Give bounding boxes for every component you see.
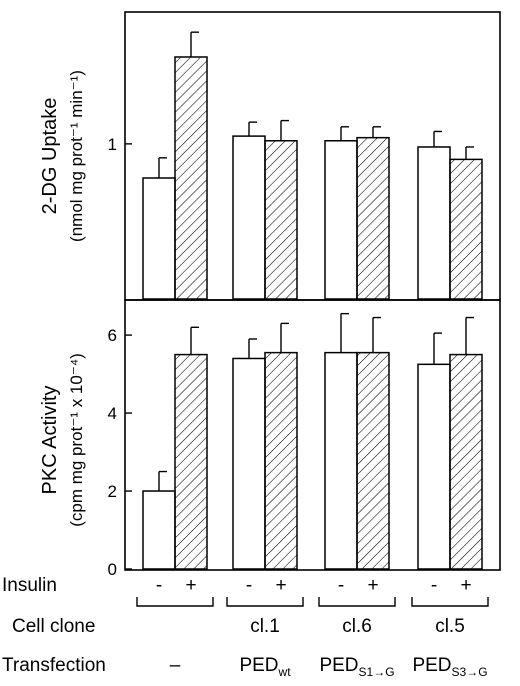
- group-bracket: [226, 597, 304, 607]
- insulin-label: Insulin: [2, 575, 57, 596]
- insulin-minus-sign: -: [156, 575, 162, 596]
- bottom-y-tick-label: 6: [108, 326, 117, 345]
- cell-clone-label: Cell clone: [12, 616, 95, 637]
- transfection-item: PEDS3→G: [412, 655, 487, 679]
- group-bracket: [318, 597, 396, 607]
- bottom-y-ticks: 0 2 4 6: [108, 326, 132, 579]
- insulin-minus-sign: -: [431, 575, 437, 596]
- bottom-bar-insulin-plus: [174, 353, 208, 570]
- top-bar-insulin-plus: [264, 140, 298, 300]
- clone-label: cl.6: [342, 616, 372, 637]
- top-y-label-line2: (nmol mg prot⁻¹ min⁻¹): [67, 70, 86, 242]
- insulin-plus-sign: +: [275, 575, 286, 596]
- bottom-bar-insulin-minus: [232, 357, 266, 570]
- insulin-plus-sign: +: [460, 575, 471, 596]
- top-bar-insulin-minus: [232, 135, 266, 300]
- top-bar-insulin-plus: [449, 158, 483, 300]
- top-bar-insulin-minus: [417, 146, 451, 300]
- transfection-item: PEDwt: [239, 655, 291, 679]
- transfection-main: –: [170, 655, 181, 676]
- transfection-label: Transfection: [2, 655, 106, 676]
- bottom-bar-insulin-plus: [356, 351, 390, 570]
- bottom-y-tick-label: 0: [108, 560, 117, 579]
- bottom-panel-frame: [124, 299, 501, 571]
- clone-labels: cl.1 cl.6 cl.5: [250, 616, 465, 637]
- insulin-minus-sign: -: [246, 575, 252, 596]
- bottom-bar-insulin-minus: [324, 351, 358, 570]
- transfection-sub: S1→G: [359, 665, 395, 679]
- bottom-y-label-line2: (cpm mg prot⁻¹ x 10⁻⁴): [67, 353, 86, 527]
- bottom-bar-insulin-plus: [264, 351, 298, 570]
- bottom-bar-insulin-plus: [449, 353, 483, 570]
- top-bar-insulin-plus: [174, 56, 208, 300]
- clone-label: cl.1: [250, 616, 280, 637]
- transfection-main: PED: [319, 655, 358, 676]
- top-y-tick-label: 1: [108, 135, 117, 154]
- group-bracket: [136, 597, 214, 607]
- transfection-sub: S3→G: [452, 665, 488, 679]
- bottom-y-axis-title: PKC Activity (cpm mg prot⁻¹ x 10⁻⁴): [39, 353, 86, 527]
- insulin-minus-sign: -: [338, 575, 344, 596]
- transfection-main: PED: [412, 655, 451, 676]
- bottom-y-tick-label: 2: [108, 482, 117, 501]
- transfection-item: PEDS1→G: [319, 655, 394, 679]
- transfection-item: –: [170, 655, 181, 676]
- transfection-labels: – PEDwt PEDS1→G PEDS3→G: [170, 655, 488, 679]
- top-bar-insulin-minus: [324, 140, 358, 300]
- group-brackets: [136, 597, 489, 607]
- bottom-bar-insulin-minus: [142, 490, 176, 570]
- transfection-sub: wt: [278, 665, 292, 679]
- top-y-ticks: 1: [108, 135, 132, 154]
- top-bar-insulin-minus: [142, 177, 176, 300]
- top-bars: [142, 31, 483, 300]
- insulin-plus-sign: +: [185, 575, 196, 596]
- bottom-y-label-line1: PKC Activity: [39, 386, 61, 495]
- group-bracket: [411, 597, 489, 607]
- clone-label: cl.5: [435, 616, 465, 637]
- top-y-axis-title: 2-DG Uptake (nmol mg prot⁻¹ min⁻¹): [39, 70, 86, 242]
- transfection-main: PED: [239, 655, 278, 676]
- top-bar-insulin-plus: [356, 136, 390, 300]
- bottom-bar-insulin-minus: [417, 363, 451, 570]
- bottom-bars: [142, 312, 483, 570]
- insulin-signs: - + - + - + - +: [156, 575, 472, 596]
- top-y-label-line1: 2-DG Uptake: [39, 98, 61, 215]
- bottom-y-tick-label: 4: [108, 404, 117, 423]
- insulin-plus-sign: +: [367, 575, 378, 596]
